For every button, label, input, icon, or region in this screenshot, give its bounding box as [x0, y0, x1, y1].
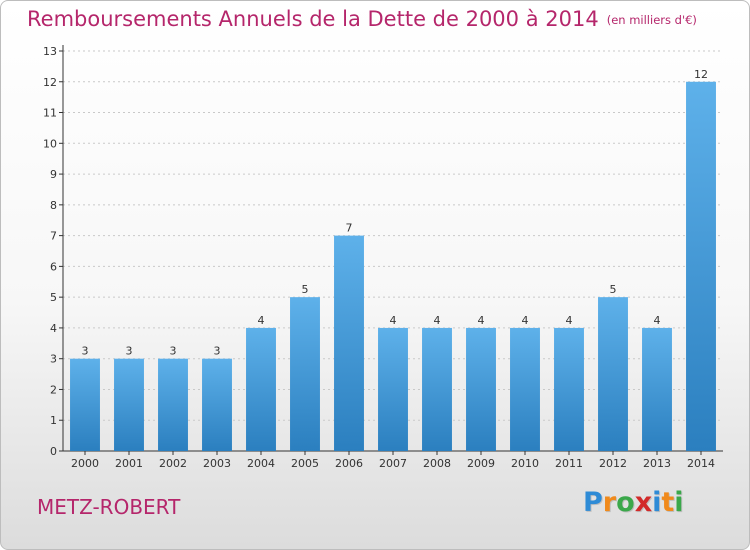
y-tick-label: 9 — [50, 168, 57, 181]
x-tick-label: 2012 — [599, 457, 627, 470]
y-tick-label: 7 — [50, 230, 57, 243]
bar — [70, 358, 100, 451]
x-tick-label: 2009 — [467, 457, 495, 470]
bar — [554, 327, 584, 451]
y-tick-label: 6 — [50, 260, 57, 273]
proxiti-logo: Proxiti — [583, 487, 684, 518]
y-tick-label: 1 — [50, 414, 57, 427]
x-tick-label: 2010 — [511, 457, 539, 470]
bar — [290, 297, 320, 451]
y-tick-label: 5 — [50, 291, 57, 304]
x-tick-label: 2003 — [203, 457, 231, 470]
y-tick-label: 0 — [50, 445, 57, 458]
bar — [114, 358, 144, 451]
bar — [510, 327, 540, 451]
bar — [422, 327, 452, 451]
data-label: 12 — [694, 68, 708, 81]
data-label: 4 — [654, 314, 661, 327]
y-tick-label: 13 — [43, 45, 57, 58]
data-label: 4 — [258, 314, 265, 327]
data-label: 7 — [346, 222, 353, 235]
x-tick-label: 2004 — [247, 457, 275, 470]
bar — [246, 327, 276, 451]
logo-letter: o — [616, 487, 635, 518]
logo-letter: P — [583, 487, 603, 518]
x-tick-label: 2006 — [335, 457, 363, 470]
y-tick-label: 10 — [43, 137, 57, 150]
y-tick-label: 12 — [43, 76, 57, 89]
bar — [466, 327, 496, 451]
y-tick-label: 4 — [50, 322, 57, 335]
bar — [158, 358, 188, 451]
data-label: 3 — [126, 345, 133, 358]
x-tick-label: 2001 — [115, 457, 143, 470]
data-label: 4 — [434, 314, 441, 327]
bar — [202, 358, 232, 451]
place-name: METZ-ROBERT — [37, 495, 181, 519]
logo-letter: i — [652, 487, 662, 518]
chart-subtitle: (en milliers d'€) — [606, 13, 697, 27]
y-tick-label: 3 — [50, 353, 57, 366]
logo-letter: i — [674, 487, 684, 518]
data-label: 3 — [214, 345, 221, 358]
y-tick-label: 2 — [50, 383, 57, 396]
x-tick-label: 2013 — [643, 457, 671, 470]
x-tick-label: 2007 — [379, 457, 407, 470]
data-label: 5 — [610, 283, 617, 296]
data-label: 4 — [566, 314, 573, 327]
data-label: 4 — [390, 314, 397, 327]
data-label: 4 — [522, 314, 529, 327]
x-tick-label: 2008 — [423, 457, 451, 470]
x-tick-label: 2011 — [555, 457, 583, 470]
logo-letter: r — [602, 487, 617, 518]
x-tick-label: 2005 — [291, 457, 319, 470]
y-tick-label: 8 — [50, 199, 57, 212]
bar — [598, 297, 628, 451]
data-label: 3 — [82, 345, 89, 358]
data-label: 3 — [170, 345, 177, 358]
data-label: 4 — [478, 314, 485, 327]
x-tick-label: 2000 — [71, 457, 99, 470]
logo-letter: t — [661, 487, 675, 518]
chart-title-text: Remboursements Annuels de la Dette de 20… — [27, 7, 599, 31]
bar — [378, 327, 408, 451]
bar — [642, 327, 672, 451]
chart-title: Remboursements Annuels de la Dette de 20… — [27, 7, 697, 31]
data-label: 5 — [302, 283, 309, 296]
x-tick-label: 2014 — [687, 457, 715, 470]
bar — [686, 81, 716, 452]
logo-letter: x — [634, 487, 653, 518]
x-tick-label: 2002 — [159, 457, 187, 470]
y-tick-label: 11 — [43, 107, 57, 120]
bar — [334, 235, 364, 451]
